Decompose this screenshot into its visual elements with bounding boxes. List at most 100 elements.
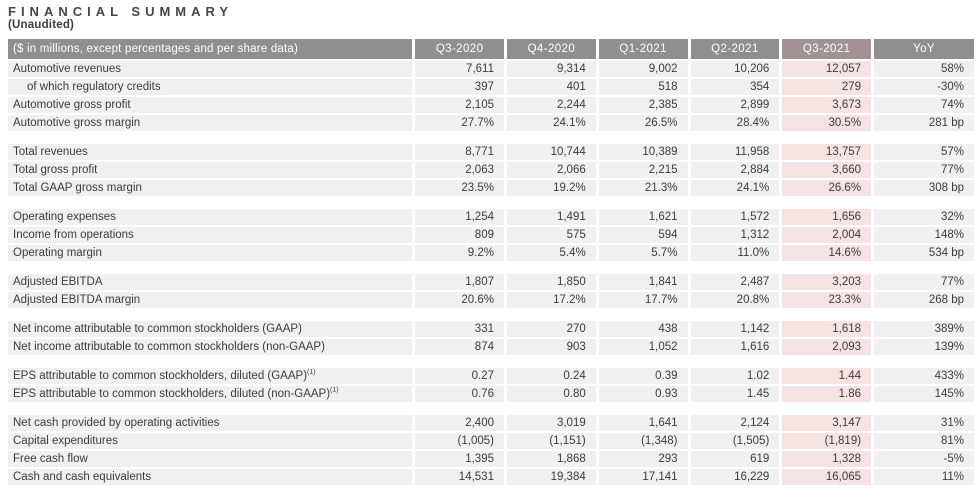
cell: 0.76: [413, 385, 507, 404]
table-header: ($ in millions, except percentages and p…: [8, 39, 974, 61]
column-header-q3-2020: Q3-2020: [413, 39, 507, 61]
cell: 575: [505, 226, 599, 245]
cell: 9.2%: [413, 244, 507, 263]
footnote-marker: (1): [330, 387, 339, 395]
column-header-yoy: YoY: [872, 39, 974, 61]
row-label: Automotive gross profit: [8, 96, 416, 115]
table-row: Total revenues 8,771 10,744 10,389 11,958 13,…: [8, 144, 974, 162]
cell: 28.4%: [689, 114, 783, 133]
cell: 1,572: [689, 209, 783, 227]
cell-highlight: 3,673: [780, 96, 875, 115]
cell: (1,505): [689, 432, 783, 451]
cell: 0.39: [597, 368, 691, 386]
row-label: Total revenues: [8, 144, 416, 162]
cell: 17.7%: [597, 291, 691, 310]
row-label: Automotive gross margin: [8, 114, 416, 133]
section-spacer: [8, 132, 974, 144]
cell: 11.0%: [689, 244, 783, 263]
table-row: Adjusted EBITDA margin 20.6% 17.2% 17.7% 20.…: [8, 291, 974, 310]
cell: 518: [597, 78, 691, 97]
cell: -5%: [872, 450, 974, 469]
cell: 19,384: [505, 468, 599, 487]
cell: 20.8%: [689, 291, 783, 310]
cell: 0.80: [505, 385, 599, 404]
cell: 11,958: [689, 144, 783, 162]
cell: 2,899: [689, 96, 783, 115]
table-row: EPS attributable to common stockholders,…: [8, 385, 974, 404]
cell: 3,019: [505, 415, 599, 433]
cell: 16,229: [689, 468, 783, 487]
cell: (1,348): [597, 432, 691, 451]
cell-highlight: 13,757: [780, 144, 875, 162]
cell: 534 bp: [872, 244, 974, 263]
cell: 1,641: [597, 415, 691, 433]
row-label: Net income attributable to common stockh…: [8, 321, 416, 339]
cell: 7,611: [413, 60, 507, 79]
cell: 903: [505, 338, 599, 357]
cell: 9,002: [597, 60, 691, 79]
cell: 31%: [872, 415, 974, 433]
row-label: Operating margin: [8, 244, 416, 263]
cell: 24.1%: [689, 179, 783, 198]
section-spacer: [8, 262, 974, 274]
row-label: Operating expenses: [8, 209, 416, 227]
table-row: Net cash provided by operating activitie…: [8, 415, 974, 433]
cell: 619: [689, 450, 783, 469]
cell: 874: [413, 338, 507, 357]
row-label: Net income attributable to common stockh…: [8, 338, 416, 357]
cell: 32%: [872, 209, 974, 227]
cell: 433%: [872, 368, 974, 386]
row-label: EPS attributable to common stockholders,…: [8, 368, 416, 386]
cell: 354: [689, 78, 783, 97]
section-spacer: [8, 197, 974, 209]
cell: 58%: [872, 60, 974, 79]
cell: 17.2%: [505, 291, 599, 310]
cell: 24.1%: [505, 114, 599, 133]
cell: 2,385: [597, 96, 691, 115]
table-row: Capital expenditures (1,005) (1,151) (1,348…: [8, 432, 974, 451]
cell: 81%: [872, 432, 974, 451]
cell: 2,063: [413, 161, 507, 180]
cell: 21.3%: [597, 179, 691, 198]
table-row: Operating expenses 1,254 1,491 1,621 1,572 1,…: [8, 209, 974, 227]
units-header: ($ in millions, except percentages and p…: [8, 39, 416, 61]
cell: (1,005): [413, 432, 507, 451]
table-row: Adjusted EBITDA 1,807 1,850 1,841 2,487 3,203…: [8, 274, 974, 292]
row-label: Income from operations: [8, 226, 416, 245]
cell: 11%: [872, 468, 974, 487]
cell: 2,244: [505, 96, 599, 115]
row-label: Total GAAP gross margin: [8, 179, 416, 198]
table-row: Automotive gross margin 27.7% 24.1% 26.5% 28…: [8, 114, 974, 133]
cell: 1,395: [413, 450, 507, 469]
cell: 1,850: [505, 274, 599, 292]
page-subtitle: (Unaudited): [8, 19, 75, 31]
cell: 74%: [872, 96, 974, 115]
cell: 401: [505, 78, 599, 97]
cell: 0.27: [413, 368, 507, 386]
footnote-marker: (1): [307, 369, 316, 377]
row-label: EPS attributable to common stockholders,…: [8, 385, 416, 404]
cell: 1,621: [597, 209, 691, 227]
cell-highlight: 1.86: [780, 385, 875, 404]
cell: 0.24: [505, 368, 599, 386]
cell: 438: [597, 321, 691, 339]
cell: 1,052: [597, 338, 691, 357]
row-label: Free cash flow: [8, 450, 416, 469]
row-label: Adjusted EBITDA margin: [8, 291, 416, 310]
cell: 139%: [872, 338, 974, 357]
cell-highlight: 1,618: [780, 321, 875, 339]
row-label: Net cash provided by operating activitie…: [8, 415, 416, 433]
cell: 23.5%: [413, 179, 507, 198]
cell: 148%: [872, 226, 974, 245]
cell: 308 bp: [872, 179, 974, 198]
cell: 2,884: [689, 161, 783, 180]
cell: 2,066: [505, 161, 599, 180]
cell-highlight: 16,065: [780, 468, 875, 487]
table-row: Total gross profit 2,063 2,066 2,215 2,884 3,…: [8, 161, 974, 180]
table-row: Free cash flow 1,395 1,868 293 619 1,328 -5%: [8, 450, 974, 469]
row-label: Capital expenditures: [8, 432, 416, 451]
cell: 9,314: [505, 60, 599, 79]
row-label: Automotive revenues: [8, 60, 416, 79]
cell-highlight: 1.44: [780, 368, 875, 386]
cell-highlight: 279: [780, 78, 875, 97]
